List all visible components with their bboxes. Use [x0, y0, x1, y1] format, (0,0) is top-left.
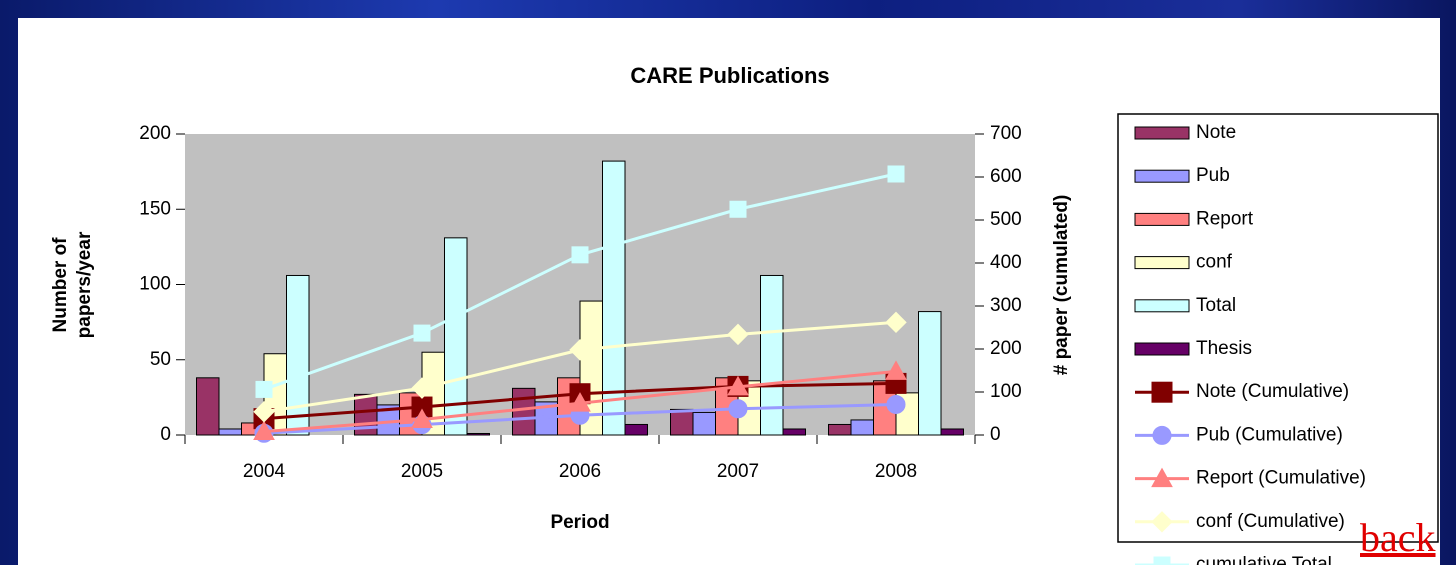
legend-label: Pub (Cumulative) [1196, 424, 1343, 445]
legend-swatch [1134, 126, 1190, 140]
legend-swatch [1134, 299, 1190, 313]
marker [727, 323, 749, 346]
back-link[interactable]: back [1360, 515, 1436, 560]
bar [218, 428, 242, 436]
y2-tick-label: 0 [990, 424, 1001, 445]
legend-label: Note [1196, 122, 1236, 143]
x-tick-label: 2007 [717, 461, 759, 482]
bar [466, 432, 490, 436]
bar [692, 411, 716, 436]
marker [886, 394, 906, 414]
legend-label: cumulative Total [1196, 554, 1332, 565]
bar [602, 160, 626, 436]
marker [1151, 381, 1173, 403]
y-tick-label: 100 [139, 274, 171, 295]
y2-tick-label: 300 [990, 295, 1022, 316]
marker [411, 377, 433, 399]
bar [782, 428, 806, 436]
legend-label: Pub [1196, 165, 1230, 186]
bar [940, 428, 964, 436]
legend-box [1117, 113, 1439, 543]
y2-tick-label: 600 [990, 166, 1022, 187]
legend-swatch [1134, 256, 1190, 270]
y2-tick-label: 700 [990, 123, 1022, 144]
marker [569, 392, 591, 412]
marker [411, 408, 433, 429]
marker [1152, 425, 1172, 445]
y2-tick-label: 200 [990, 338, 1022, 359]
legend-label: Thesis [1196, 338, 1252, 359]
x-tick-label: 2004 [243, 461, 286, 482]
bar [918, 311, 942, 436]
marker [885, 360, 907, 380]
x-tick-label: 2008 [875, 461, 917, 482]
marker [728, 399, 748, 419]
legend-label: conf [1196, 252, 1233, 273]
y2-axis-title: # paper (cumulated) [1051, 195, 1072, 376]
bar [624, 423, 648, 436]
marker [253, 401, 275, 423]
marker [885, 311, 907, 334]
y-tick-label: 200 [139, 123, 171, 144]
y2-tick-label: 500 [990, 209, 1022, 230]
y-tick-label: 50 [150, 349, 171, 370]
legend-swatch [1134, 342, 1190, 356]
legend-label: conf (Cumulative) [1196, 511, 1345, 532]
legend-label: Note (Cumulative) [1196, 381, 1349, 402]
legend-label: Total [1196, 295, 1236, 316]
x-axis-title: Period [550, 512, 609, 533]
bar [670, 408, 694, 436]
bar [196, 377, 220, 436]
bar [828, 423, 852, 436]
bar [286, 274, 310, 436]
chart-title: CARE Publications [630, 63, 829, 88]
marker [729, 200, 747, 218]
marker [253, 420, 275, 441]
y-tick-label: 0 [160, 424, 171, 445]
legend-swatch [1134, 169, 1190, 183]
y-axis-title: Number of papers/year [50, 231, 95, 338]
y2-tick-label: 400 [990, 252, 1022, 273]
marker [255, 380, 273, 398]
bar [512, 387, 536, 436]
bar [850, 419, 874, 436]
x-tick-label: 2006 [559, 461, 601, 482]
bar [444, 237, 468, 436]
marker [1151, 511, 1173, 533]
marker [569, 339, 591, 361]
marker [571, 246, 589, 264]
legend-swatch [1134, 212, 1190, 226]
y-tick-label: 150 [139, 198, 171, 219]
y2-tick-label: 100 [990, 381, 1022, 402]
bar [760, 274, 784, 436]
marker [887, 165, 905, 183]
marker [413, 324, 431, 342]
marker [727, 375, 749, 396]
marker [1153, 556, 1171, 565]
legend-label: Report (Cumulative) [1196, 468, 1366, 489]
marker [1151, 467, 1173, 488]
x-tick-label: 2005 [401, 461, 443, 482]
legend-label: Report [1196, 208, 1254, 229]
